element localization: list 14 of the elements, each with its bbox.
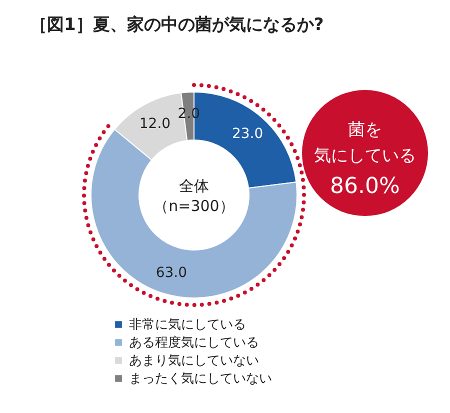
data-label: 23.0 — [232, 126, 264, 142]
data-label: 12.0 — [139, 116, 171, 132]
text: （n=300） — [154, 197, 234, 215]
text: 菌を — [348, 120, 382, 140]
legend-label: まったく気にしていない — [129, 372, 272, 386]
text: 86.0% — [330, 174, 400, 199]
data-label: 2.0 — [178, 106, 200, 122]
text: 全体 — [179, 177, 209, 195]
chart-title: ［図1］夏、家の中の菌が気になるか? — [30, 15, 324, 35]
legend-label: 非常に気にしている — [129, 318, 246, 332]
legend-label: あまり気にしていない — [129, 354, 259, 368]
data-label: 63.0 — [156, 264, 187, 281]
legend-label: ある程度気にしている — [129, 334, 259, 350]
text: 気にしている — [314, 146, 416, 166]
